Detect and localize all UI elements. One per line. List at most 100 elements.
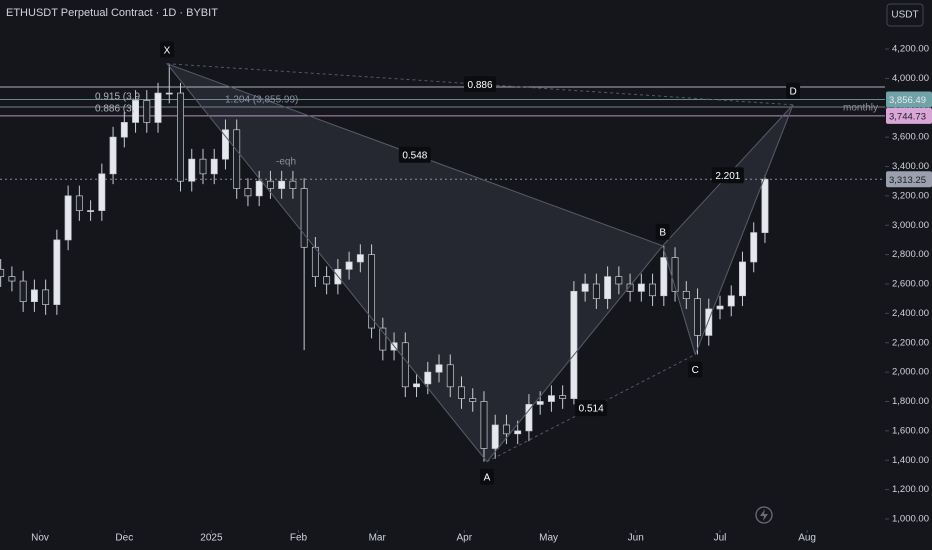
y-tick-label: 3,400.00 [892,161,929,172]
pattern-leg [486,245,664,463]
candle-body [458,386,465,399]
candle-body [19,280,27,302]
point-label-bg [786,82,801,99]
ratio-label: 0.514 [579,404,604,415]
ratio-label: 0.548 [402,150,427,161]
pattern-leg [694,104,794,355]
candle-body [761,178,769,233]
candle-body [244,188,252,197]
candle-body [165,92,173,95]
candle-body [53,239,61,305]
candle-body [592,283,600,300]
candle-body [8,276,16,282]
candle-body [42,289,50,305]
y-tick-label: 2,800.00 [892,249,929,260]
candle-body [233,129,241,189]
x-tick-label: Jul [714,533,727,544]
candle-body [727,295,735,307]
candle-body [536,401,544,405]
candle-body [581,283,589,292]
candle-body [143,100,151,123]
x-tick-label: Mar [369,533,387,544]
candle-body [604,276,612,300]
candle-body [435,364,443,373]
candle-body [694,298,701,336]
candle-body [98,173,106,211]
point-label-bg [655,223,670,240]
candle-body [503,424,510,435]
candle-body [199,158,207,175]
x-tick-label: Dec [115,533,133,544]
point-label: A [484,472,491,483]
y-tick-label: 2,200.00 [892,337,929,348]
x-tick-label: Apr [457,533,473,544]
chart-title: ETHUSDT Perpetual Contract · 1D · BYBIT [6,7,218,19]
candle-body [368,254,376,329]
y-tick-label: 3,000.00 [892,220,929,231]
price-badge [886,107,932,124]
candle-body [626,283,634,292]
point-label: D [789,86,796,97]
candle-body [289,180,297,189]
candle-body [0,268,5,278]
candle-body [255,180,263,197]
candle-body [177,92,184,182]
pattern-leg [166,63,488,463]
x-tick-label: 2025 [200,533,223,544]
y-tick-label: 1,600.00 [892,425,929,436]
x-tick-label: Nov [31,533,49,544]
icon-circle [755,506,773,524]
candle-body [750,232,758,263]
candle-body [413,383,420,388]
candle-body [637,283,645,292]
candle-body [222,129,229,160]
x-tick-label: Aug [798,533,816,544]
candle-body [30,289,38,302]
candle-body [323,276,331,285]
y-tick-label: 2,400.00 [892,308,929,319]
candle-body [64,195,72,241]
candle-body [154,92,162,123]
pattern-leg [662,245,696,355]
candle-body [210,158,218,175]
level-label: -eqh [276,157,296,168]
x-tick-label: Jun [628,533,644,544]
replay-icon[interactable] [755,506,773,524]
candle-body [705,308,713,336]
y-tick-label: 1,800.00 [892,396,929,407]
candle-body [446,364,454,388]
candle-body [615,276,623,285]
candle-body [424,371,432,385]
candle-body [491,424,499,449]
price-badge-label: 3,744.73 [889,111,926,122]
price-badge [886,171,932,188]
icon-bolt [760,509,768,521]
level-label: monthly [843,103,878,114]
candle-body [514,430,522,435]
price-badge [886,91,932,108]
point-label-bg [160,41,175,58]
ratio-label: 0.886 [468,80,493,91]
candle-body [682,290,690,300]
point-label: X [164,45,171,56]
point-label-bg [688,361,703,378]
candle-body [660,257,668,297]
candle-body [188,158,196,182]
x-tick-label: Feb [290,533,308,544]
candle-body [379,327,387,351]
candle-body [469,398,477,402]
candle-body [300,188,308,248]
point-label-bg [480,468,495,485]
plot-area: X A B C D 0.886 0.548 0.514 2.201 [0,41,885,485]
candle-body [266,180,274,189]
y-tick-label: 2,600.00 [892,279,929,290]
y-tick-label: 1,200.00 [892,484,929,495]
candle-body [401,342,409,388]
point-label: B [659,227,666,238]
point-label: C [692,365,699,376]
currency-button[interactable] [886,3,924,27]
candle-body [87,210,95,212]
candle-body [109,136,117,175]
fib-label: 0.886 (3, [95,104,134,115]
